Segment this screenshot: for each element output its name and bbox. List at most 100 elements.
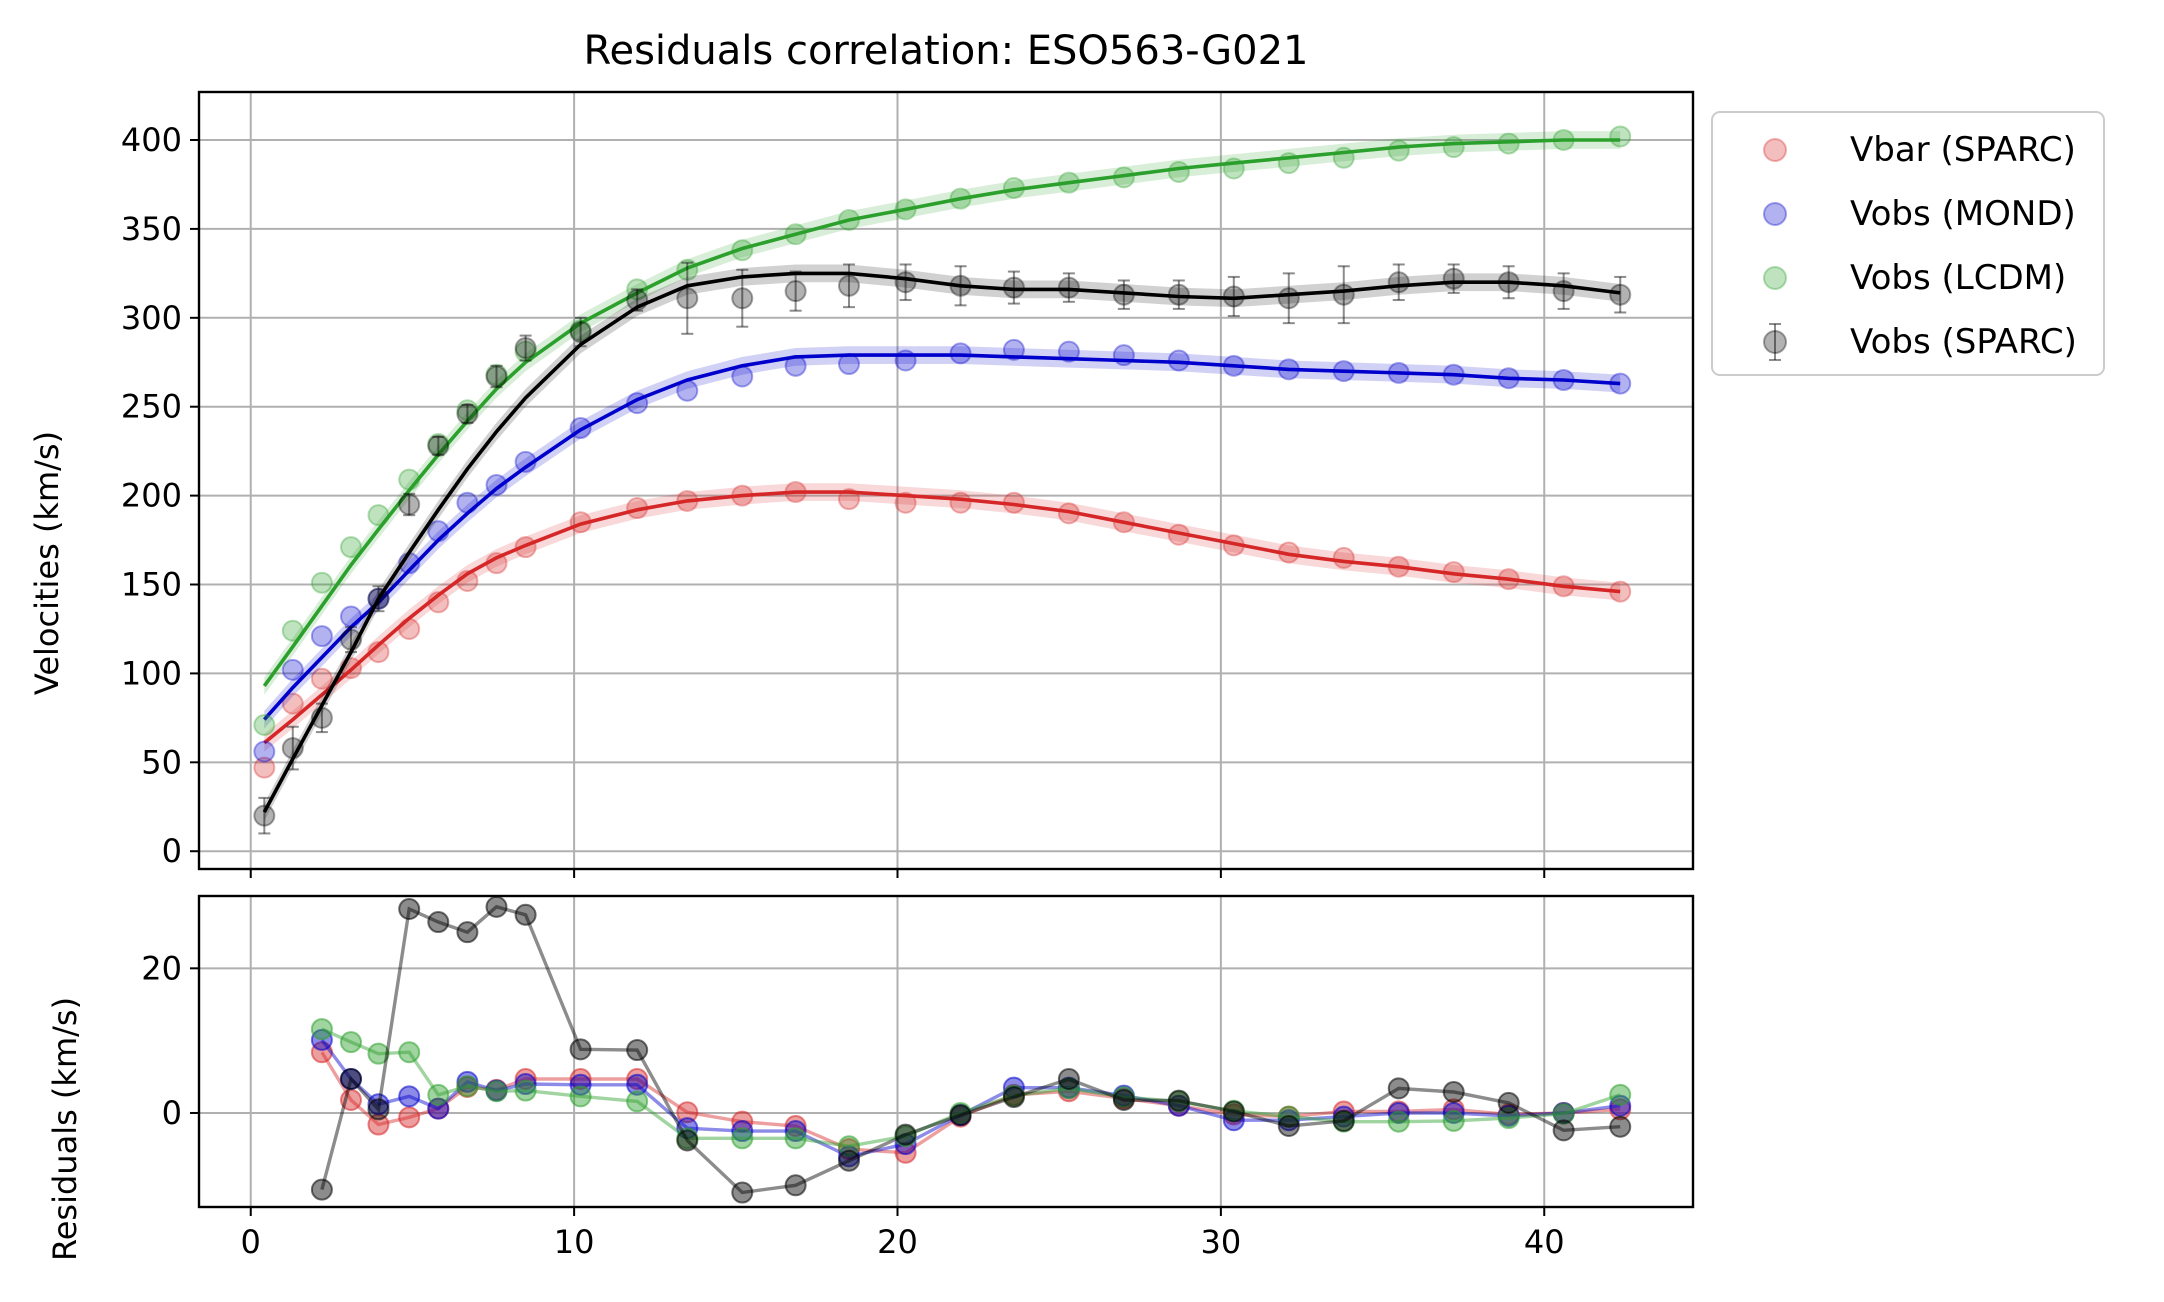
- data-point: [1332, 146, 1355, 169]
- legend-label: Vbar (SPARC): [1850, 130, 2076, 170]
- x-tick-label: 20: [877, 1223, 918, 1261]
- data-point: [569, 417, 592, 440]
- residual-point: [837, 1149, 860, 1172]
- series-vobs-sparc: [253, 261, 1632, 835]
- data-point: [514, 450, 537, 473]
- data-point: [1002, 177, 1025, 200]
- data-point: [1057, 502, 1080, 525]
- legend-box: [1711, 111, 2105, 376]
- data-point: [1222, 534, 1245, 557]
- residual-line: [320, 904, 1621, 1195]
- data-point: [1497, 568, 1520, 591]
- residual-point: [1609, 1083, 1632, 1106]
- confidence-band: [264, 346, 1621, 729]
- data-point: [676, 287, 699, 310]
- data-point: [281, 658, 304, 681]
- y-tick-label: 200: [121, 477, 182, 515]
- residual-point: [1332, 1109, 1355, 1132]
- data-point: [626, 289, 649, 312]
- residual-point: [1387, 1101, 1410, 1124]
- residual-point: [398, 1085, 421, 1108]
- legend-marker: [1763, 138, 1787, 162]
- x-tick-label: 0: [241, 1223, 261, 1261]
- residual-point: [310, 1041, 333, 1064]
- data-point: [1167, 349, 1190, 372]
- residual-line: [320, 1051, 1621, 1155]
- residual-point: [894, 1141, 917, 1164]
- data-point: [485, 473, 508, 496]
- confidence-band: [264, 483, 1621, 752]
- data-point: [1552, 280, 1575, 303]
- data-point: [569, 511, 592, 534]
- y-tick-label: 150: [121, 566, 182, 604]
- data-point: [1112, 511, 1135, 534]
- residual-point: [514, 1073, 537, 1096]
- data-point: [949, 274, 972, 297]
- legend-marker: [1763, 266, 1787, 290]
- data-point: [949, 491, 972, 514]
- y-tick-label: 0: [162, 832, 182, 870]
- data-point: [1387, 271, 1410, 294]
- residual-point: [731, 1120, 754, 1143]
- data-point: [1552, 369, 1575, 392]
- y-tick-label: 250: [121, 388, 182, 426]
- series-vobs-lcdm: [310, 1018, 1632, 1158]
- data-point: [1167, 283, 1190, 306]
- residual-point: [1442, 1081, 1465, 1104]
- residual-line: [321, 1027, 1621, 1148]
- chart-title: Residuals correlation: ESO563-G021: [583, 28, 1308, 74]
- data-point: [1222, 285, 1245, 308]
- data-point: [837, 488, 860, 511]
- data-point: [1277, 152, 1300, 175]
- data-point: [837, 274, 860, 297]
- data-point: [1222, 354, 1245, 377]
- y-axis-label-residuals: Residuals (km/s): [46, 997, 84, 1261]
- legend: Vbar (SPARC) Vobs (MOND) Vobs (LCDM) Vobs (…: [1711, 111, 2105, 376]
- data-point: [514, 340, 537, 363]
- data-point: [310, 571, 333, 594]
- residual-point: [485, 895, 508, 918]
- residuals-panel: 0 10 20 30 40 0 20: [141, 894, 1695, 1261]
- residual-point: [398, 1106, 421, 1129]
- residual-point: [784, 1120, 807, 1143]
- y-tick-label: 100: [121, 654, 182, 692]
- legend-marker: [1763, 202, 1787, 226]
- residual-point: [427, 911, 450, 934]
- residual-point: [1112, 1088, 1135, 1111]
- velocity-panel: 0 50 100 150 200 250 300 350 400: [121, 90, 1695, 878]
- data-point: [367, 504, 390, 527]
- residual-point: [731, 1181, 754, 1204]
- data-point: [253, 713, 276, 736]
- data-point: [1222, 157, 1245, 180]
- data-point: [1332, 546, 1355, 569]
- residual-point: [310, 1178, 333, 1201]
- y-axis-label-velocities: Velocities (km/s): [28, 431, 66, 695]
- residual-point: [398, 1041, 421, 1064]
- data-point: [253, 804, 276, 827]
- residual-point: [339, 1067, 362, 1090]
- residual-point: [485, 1080, 508, 1103]
- residual-point: [949, 1104, 972, 1127]
- data-point: [1442, 136, 1465, 159]
- residual-point: [398, 898, 421, 921]
- legend-label: Vobs (MOND): [1850, 194, 2076, 234]
- residual-point: [626, 1090, 649, 1113]
- legend-item: Vobs (LCDM): [1763, 258, 2066, 298]
- residual-point: [1057, 1067, 1080, 1090]
- data-point: [1332, 360, 1355, 383]
- fit-line: [262, 271, 1621, 813]
- residual-point: [514, 903, 537, 926]
- data-point: [367, 641, 390, 664]
- data-point: [485, 363, 508, 386]
- residual-point: [626, 1073, 649, 1096]
- data-point: [456, 402, 479, 425]
- residual-point: [1552, 1102, 1575, 1125]
- residual-point: [626, 1067, 649, 1090]
- data-point: [949, 342, 972, 365]
- residual-point: [1497, 1107, 1520, 1130]
- residual-point: [310, 1018, 333, 1041]
- data-point: [569, 321, 592, 344]
- data-point: [456, 569, 479, 592]
